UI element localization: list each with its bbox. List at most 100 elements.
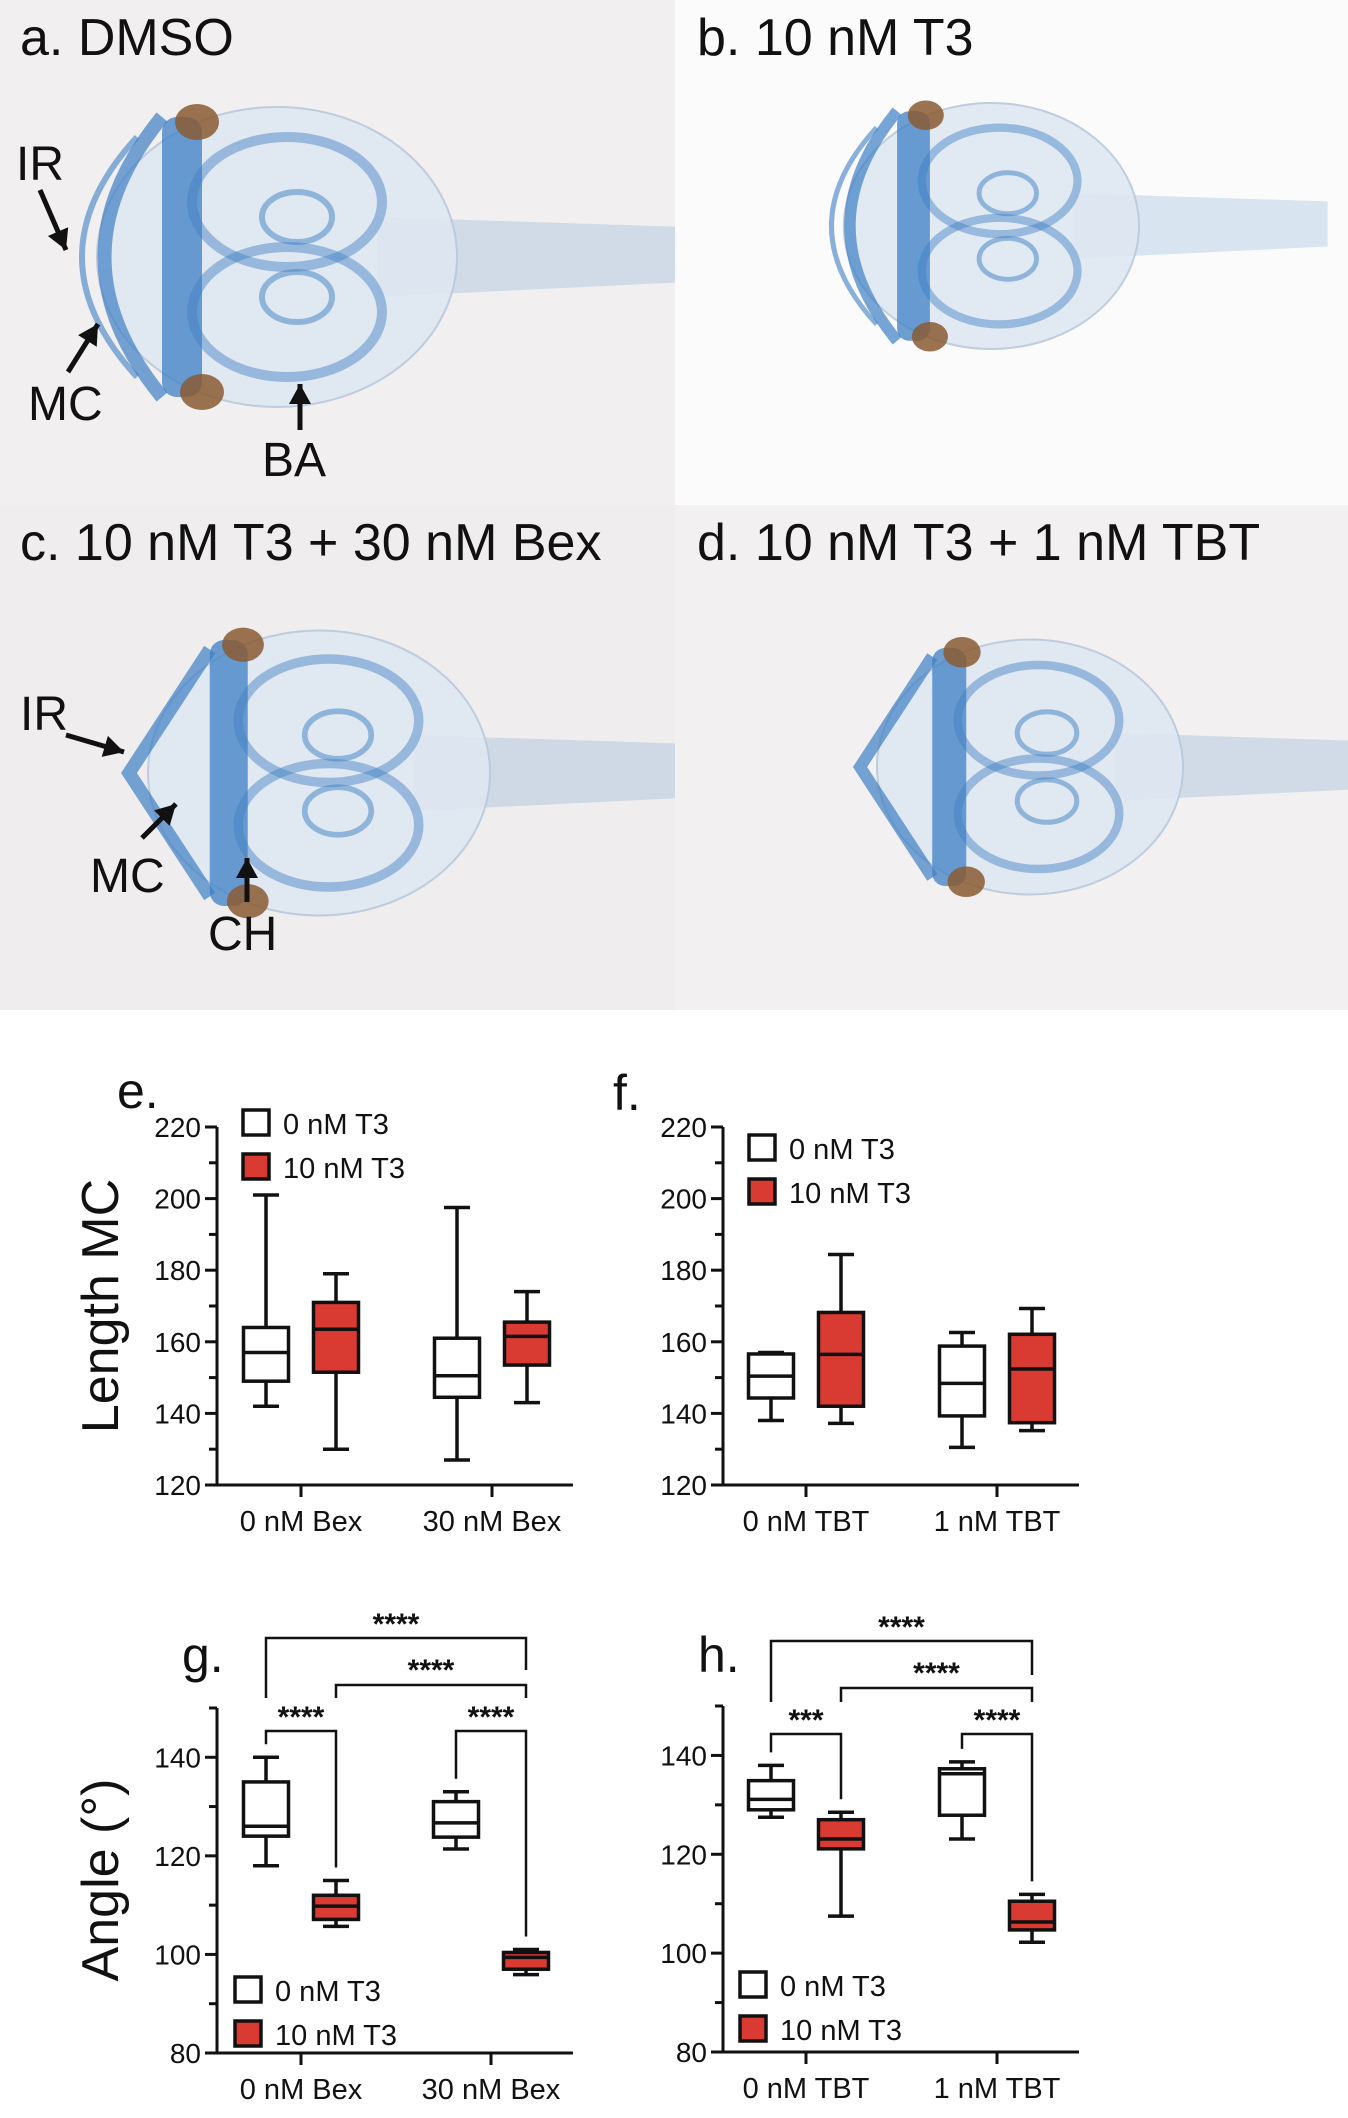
- ceratohyal-cartilage: [897, 111, 930, 341]
- chart-e: e. 120 140 160 180 200 220 0 nM Bex 30 nM Bex Len…: [72, 1063, 573, 1538]
- panel-title: b. 10 nM T3: [697, 9, 974, 67]
- otic-capsule: [976, 235, 1039, 282]
- x-tick-label: 0 nM TBT: [743, 2073, 870, 2105]
- y-tick-label: 140: [154, 1398, 201, 1429]
- eye: [907, 100, 944, 131]
- legend-swatch: [747, 1177, 777, 1206]
- y-tick-label: 100: [660, 1938, 707, 1969]
- box-10-nm-t3: [1007, 1306, 1057, 1433]
- y-axis-title: Angle (°): [72, 1779, 130, 1982]
- chart-g: g. 80 100 120 140 0 nM Bex 30 nM Bex Angle (°) *…: [72, 1608, 573, 2106]
- y-tick-label: 120: [660, 1839, 707, 1870]
- legend-swatch: [233, 2019, 263, 2048]
- legend-label: 10 nM T3: [789, 1178, 911, 1210]
- box-10-nm-t3: [311, 1878, 361, 1929]
- significance-bracket: [839, 1686, 1034, 1702]
- photo-panel-c: c. 10 nM T3 + 30 nM Bex IR MC CH: [0, 505, 709, 1010]
- box-0-nm-t3: [746, 1350, 796, 1423]
- y-tick-label: 160: [660, 1327, 707, 1358]
- box-0-nm-t3: [746, 1763, 796, 1819]
- panel-letter: g.: [182, 1627, 224, 1683]
- eye: [943, 636, 981, 668]
- box-plot-panels: e. 120 140 160 180 200 220 0 nM Bex 30 nM Bex Len…: [72, 1063, 1079, 2106]
- legend-label: 0 nM T3: [283, 1109, 389, 1141]
- interquartile-box: [746, 1778, 796, 1812]
- structure-label: IR: [20, 688, 68, 741]
- legend-label: 10 nM T3: [275, 2020, 397, 2052]
- y-tick-label: 160: [154, 1327, 201, 1358]
- panel-title: d. 10 nM T3 + 1 nM TBT: [697, 514, 1260, 572]
- arrow-icon: [78, 324, 98, 347]
- interquartile-box: [311, 1300, 361, 1374]
- significance-bracket: [960, 1732, 1034, 1882]
- interquartile-box: [1007, 1332, 1057, 1425]
- y-tick-label: 200: [154, 1184, 201, 1215]
- eye: [947, 866, 985, 898]
- meckels-cartilage: [121, 645, 216, 901]
- y-tick-label: 100: [154, 1939, 201, 1970]
- meckels-cartilage: [97, 112, 168, 402]
- y-tick-label: 180: [154, 1255, 201, 1286]
- legend-swatch: [747, 1133, 777, 1162]
- structure-label: MC: [28, 378, 103, 431]
- interquartile-box: [241, 1325, 291, 1383]
- eye: [180, 374, 224, 410]
- structure-label: IR: [16, 138, 64, 191]
- photo-panel-a: a. DMSO IR MC BA: [0, 0, 687, 505]
- legend-swatch: [233, 1975, 263, 2004]
- significance-label: ****: [974, 1704, 1021, 1737]
- eye: [222, 627, 264, 662]
- x-tick-label: 0 nM Bex: [240, 1506, 363, 1538]
- x-tick-label: 0 nM Bex: [240, 2074, 363, 2106]
- box-0-nm-t3: [937, 1330, 987, 1450]
- box-10-nm-t3: [816, 1252, 866, 1426]
- panel-title: a. DMSO: [20, 9, 234, 67]
- interquartile-box: [501, 1950, 551, 1971]
- arrow-icon: [236, 858, 258, 878]
- significance-bracket: [454, 1729, 528, 1937]
- chart-f: f. 120 140 160 180 200 220 0 nM TBT 1 nM TBT 0 nM…: [613, 1065, 1079, 1538]
- significance-bracket: [264, 1636, 528, 1698]
- legend-swatch: [241, 1152, 271, 1181]
- box-0-nm-t3: [937, 1760, 987, 1841]
- y-tick-label: 180: [660, 1255, 707, 1286]
- interquartile-box: [816, 1817, 866, 1851]
- y-tick-label: 120: [154, 1841, 201, 1872]
- meckels-cartilage: [852, 653, 938, 881]
- y-tick-label: 220: [154, 1112, 201, 1143]
- interquartile-box: [937, 1767, 987, 1817]
- otic-capsule: [301, 708, 375, 762]
- ceratohyal-cartilage: [209, 640, 248, 906]
- significance-label: ****: [913, 1657, 960, 1690]
- legend-label: 10 nM T3: [283, 1153, 405, 1185]
- interquartile-box: [431, 1799, 481, 1839]
- otic-capsule: [976, 170, 1039, 217]
- interquartile-box: [816, 1310, 866, 1408]
- otic-capsule: [259, 269, 335, 325]
- significance-bracket: [769, 1732, 843, 1800]
- meckels-cartilage: [844, 107, 902, 345]
- infrarostral-cartilage: [79, 134, 140, 380]
- photo-panel-d: d. 10 nM T3 + 1 nM TBT: [675, 505, 1348, 1010]
- eye: [911, 321, 948, 352]
- ceratohyal-cartilage: [932, 648, 967, 886]
- significance-label: ***: [788, 1704, 823, 1737]
- interquartile-box: [937, 1344, 987, 1418]
- y-tick-label: 120: [154, 1470, 201, 1501]
- interquartile-box: [1007, 1899, 1057, 1932]
- x-tick-label: 1 nM TBT: [934, 1506, 1061, 1538]
- head-outline: [842, 102, 1141, 350]
- arrow-icon: [289, 384, 311, 404]
- significance-bracket: [334, 1683, 528, 1698]
- box-10-nm-t3: [501, 1947, 551, 1977]
- significance-bracket: [769, 1639, 1034, 1702]
- y-tick-label: 120: [660, 1470, 707, 1501]
- arrow-icon: [101, 735, 124, 757]
- photo-panel-b: b. 10 nM T3: [675, 0, 1348, 505]
- box-10-nm-t3: [502, 1289, 552, 1405]
- significance-bracket: [264, 1729, 338, 1868]
- box-0-nm-t3: [241, 1755, 291, 1868]
- y-axis-title: Length MC: [72, 1179, 130, 1433]
- significance-label: ****: [878, 1611, 925, 1644]
- interquartile-box: [502, 1320, 552, 1367]
